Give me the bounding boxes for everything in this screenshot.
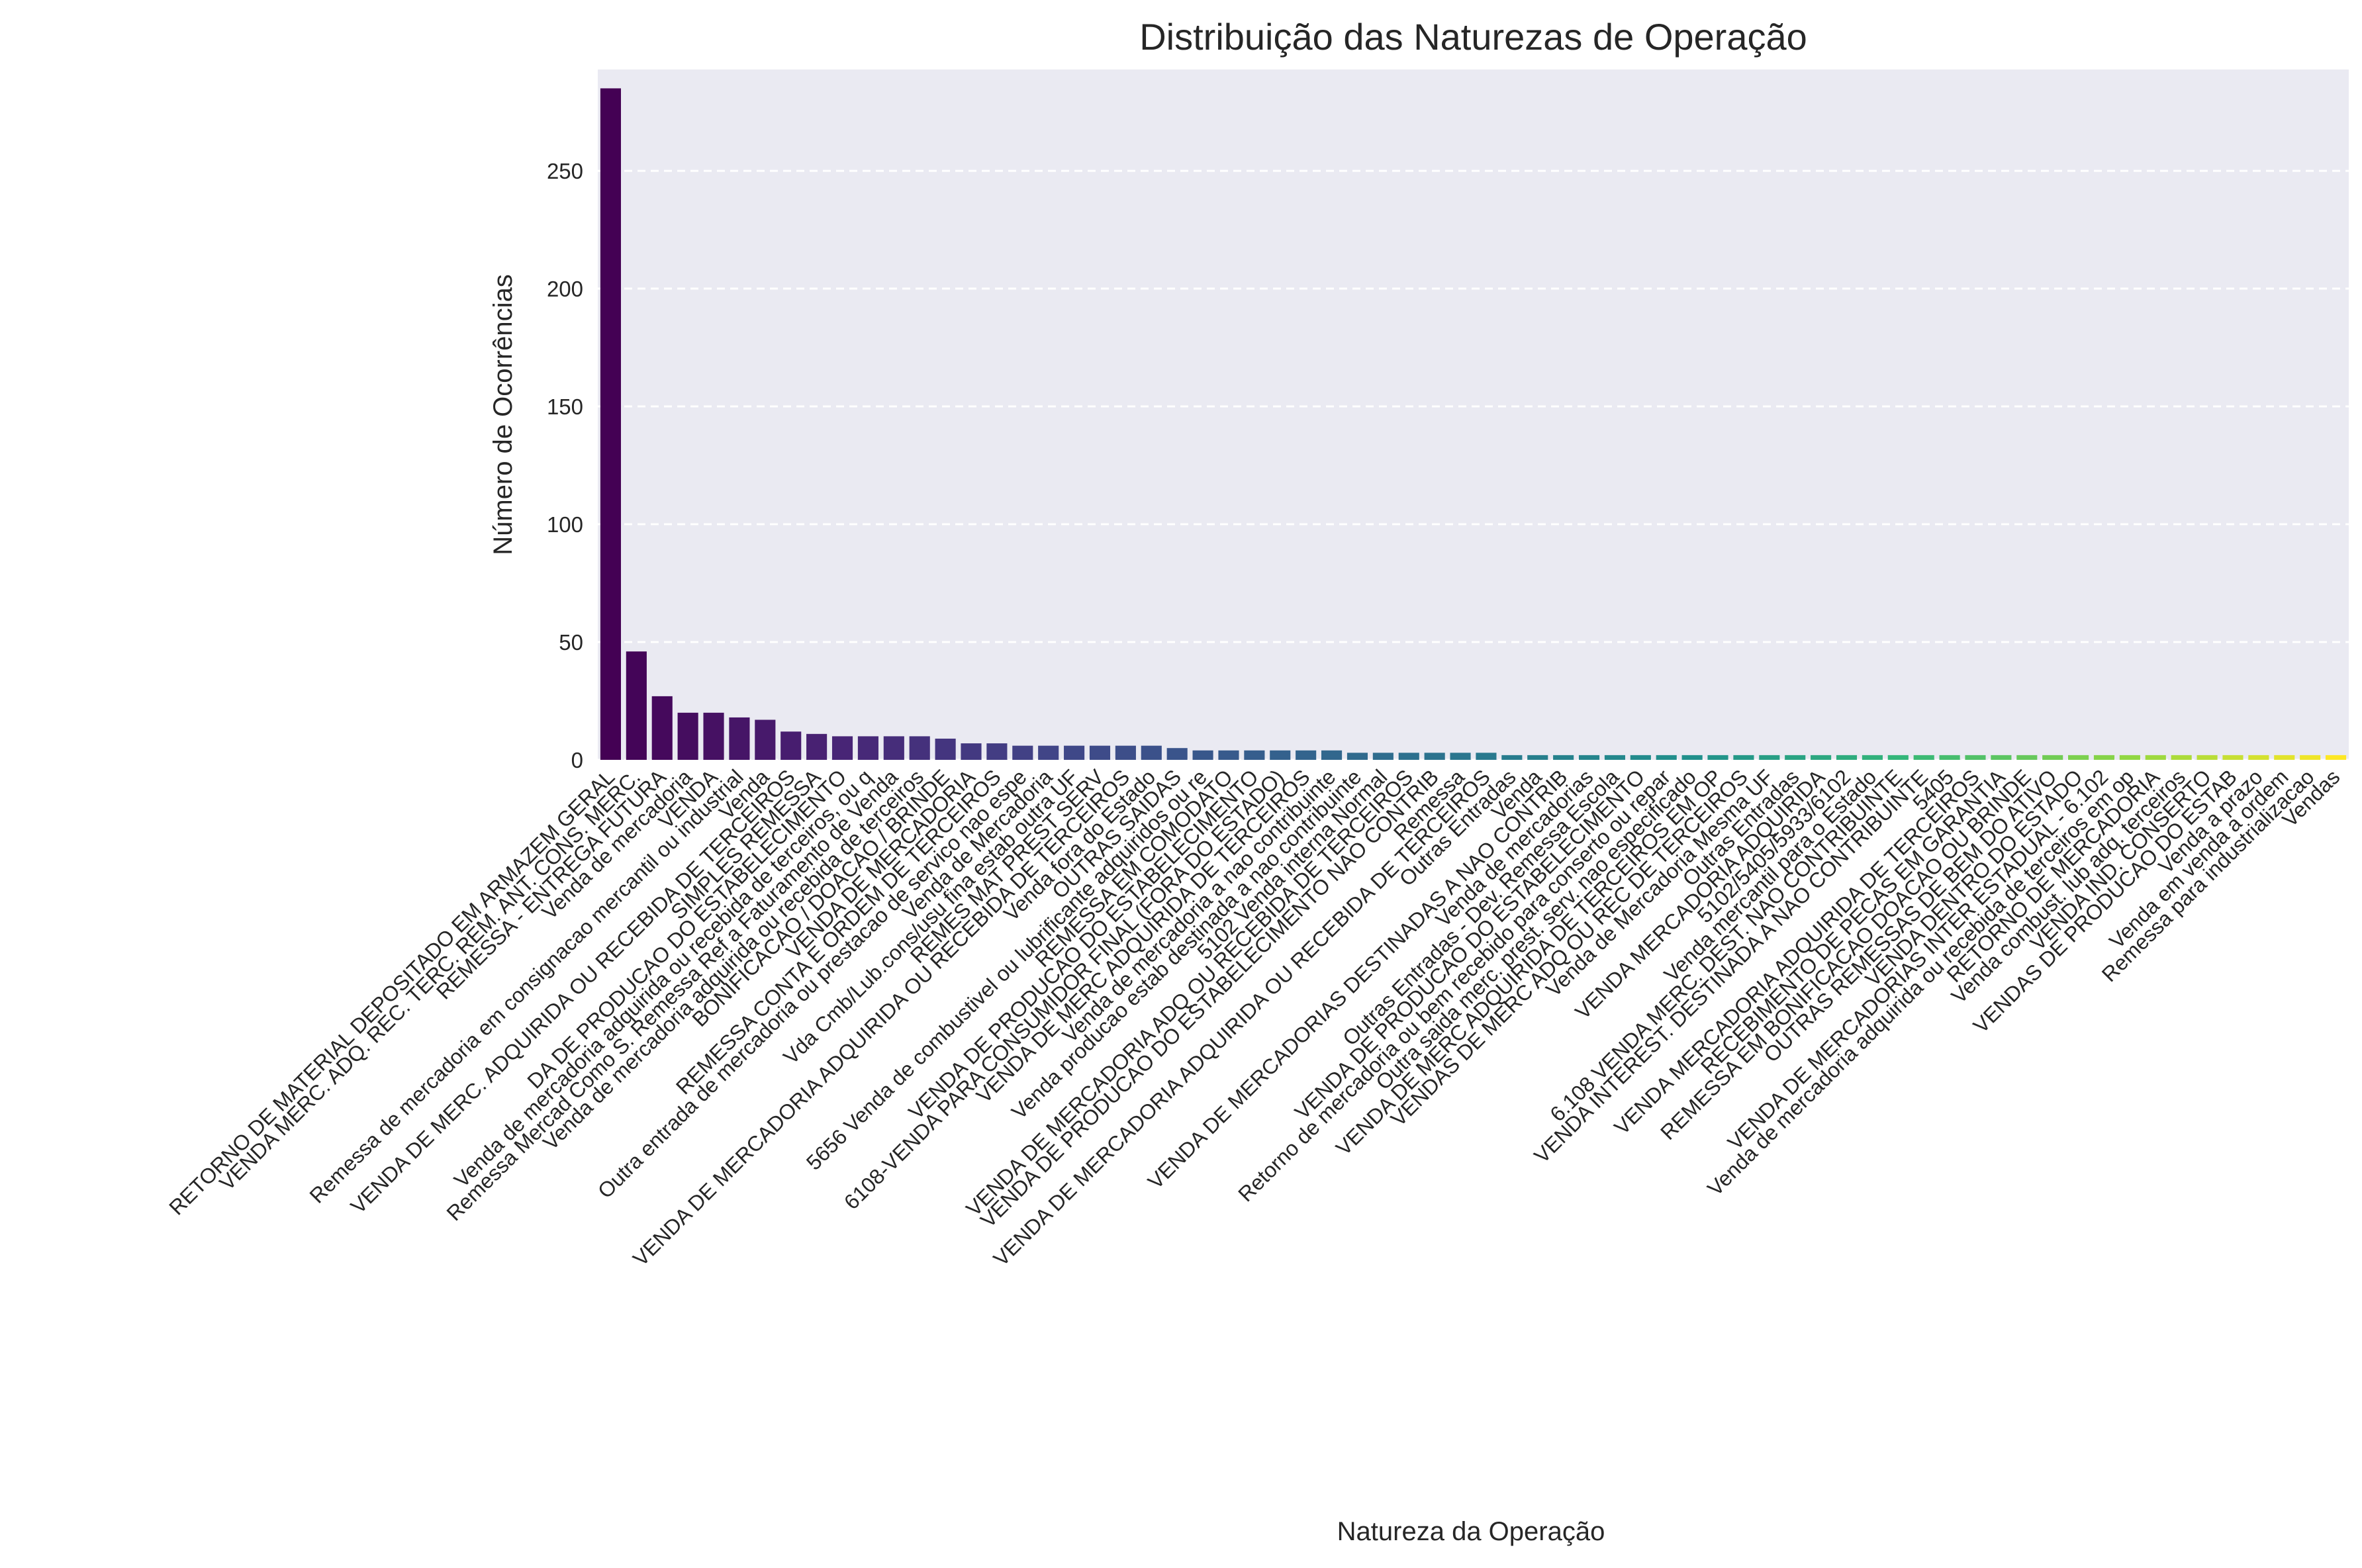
bar — [2274, 755, 2295, 760]
bar — [729, 717, 750, 760]
bar — [1424, 753, 1445, 760]
bar — [1218, 750, 1239, 760]
y-axis-label: Número de Ocorrências — [489, 274, 518, 555]
chart-title: Distribuição das Naturezas de Operação — [1139, 16, 1807, 58]
bar — [1811, 755, 1832, 760]
bar — [986, 743, 1008, 760]
bar — [1038, 745, 1059, 760]
bar — [1089, 745, 1111, 760]
bar — [2119, 755, 2140, 760]
bar — [2171, 755, 2192, 760]
bar — [883, 736, 904, 760]
bar — [1681, 755, 1703, 760]
x-tick-label: RETORNO DE MATERIAL DEPOSITADO EM ARMAZE… — [164, 764, 619, 1219]
bar — [1578, 755, 1600, 760]
y-tick-label: 50 — [559, 630, 583, 655]
bar — [1141, 745, 1162, 760]
bar — [2093, 755, 2115, 760]
plot-area — [598, 69, 2349, 760]
bar — [2068, 755, 2089, 760]
bar — [626, 651, 647, 760]
bar — [1630, 755, 1651, 760]
bar — [1887, 755, 1909, 760]
bar — [1656, 755, 1677, 760]
bar — [857, 736, 878, 760]
bar — [780, 731, 802, 760]
bar — [2016, 755, 2038, 760]
bar — [2197, 755, 2218, 760]
bar — [1836, 755, 1858, 760]
bar — [2145, 755, 2166, 760]
bar — [1372, 753, 1394, 760]
y-axis-ticks: 0 50 100 150 200 250 — [547, 159, 583, 772]
bar — [755, 719, 776, 760]
bar — [2042, 755, 2063, 760]
bar — [1244, 750, 1265, 760]
x-axis-ticks: RETORNO DE MATERIAL DEPOSITADO EM ARMAZE… — [164, 764, 2344, 1271]
bar — [1450, 753, 1471, 760]
bar — [1296, 750, 1317, 760]
bar — [1939, 755, 1960, 760]
bar — [1012, 745, 1033, 760]
bar — [1476, 753, 1497, 760]
bar — [1398, 753, 1419, 760]
bar — [1064, 745, 1085, 760]
bar — [909, 736, 930, 760]
bar — [1604, 755, 1625, 760]
bar — [2325, 755, 2347, 760]
bar — [1321, 750, 1343, 760]
bar — [935, 738, 956, 760]
x-axis-label: Natureza da Operação — [1337, 1517, 1605, 1546]
bar — [1346, 753, 1368, 760]
bar — [2248, 755, 2269, 760]
bar — [1553, 755, 1574, 760]
bar — [703, 712, 724, 760]
bar — [1270, 750, 1291, 760]
bar — [1965, 755, 1986, 760]
bar — [1785, 755, 1806, 760]
y-tick-label: 250 — [547, 159, 583, 183]
bar — [1192, 750, 1213, 760]
y-tick-label: 200 — [547, 277, 583, 301]
bar — [2222, 755, 2244, 760]
y-tick-label: 150 — [547, 394, 583, 419]
y-tick-label: 0 — [571, 748, 583, 772]
y-tick-label: 100 — [547, 512, 583, 537]
bar — [1991, 755, 2012, 760]
bar — [677, 712, 698, 760]
bar — [961, 743, 982, 760]
bar — [1733, 755, 1754, 760]
bar-series — [600, 88, 2347, 761]
bar — [600, 88, 622, 761]
bar — [831, 736, 853, 760]
bar — [1501, 755, 1523, 760]
bar — [1527, 755, 1548, 760]
bar — [1759, 755, 1780, 760]
bar — [1862, 755, 1883, 760]
bar — [651, 696, 673, 760]
bar — [806, 733, 827, 760]
bar — [2300, 755, 2321, 760]
bar — [1913, 755, 1934, 760]
bar — [1166, 748, 1188, 760]
bar — [1115, 745, 1136, 760]
bar — [1707, 755, 1728, 760]
